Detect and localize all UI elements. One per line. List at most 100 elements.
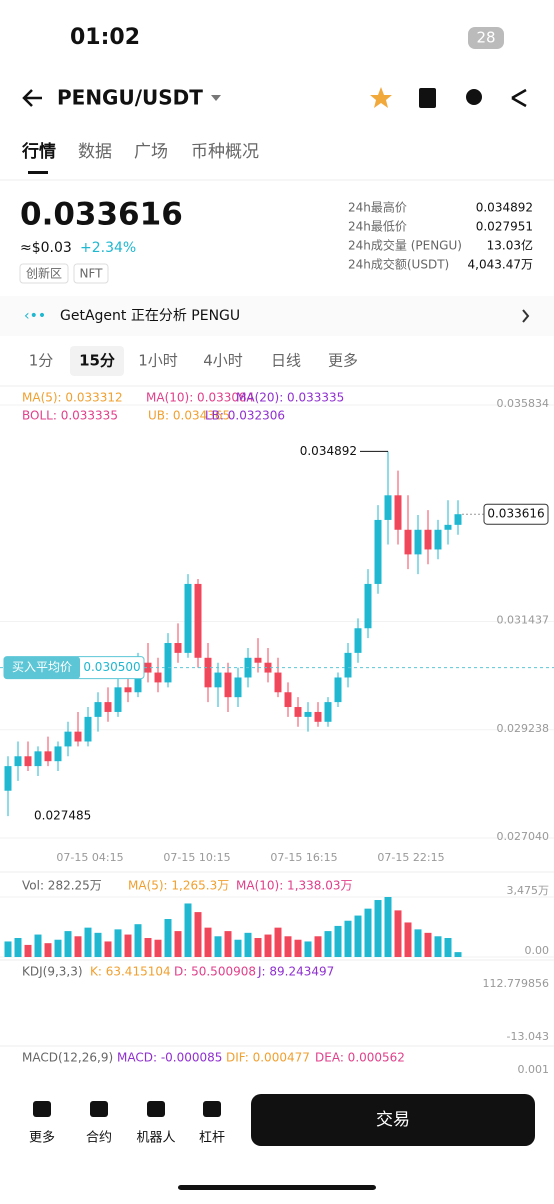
volume-bar xyxy=(34,934,42,957)
candle-body xyxy=(394,495,402,530)
volume-bar xyxy=(184,903,192,957)
price-chart: 0.035834 0.031437 0.029238 0.027040 07-15 04… xyxy=(0,397,554,864)
nav-icon[interactable] xyxy=(203,1101,221,1117)
tab[interactable]: 广场 xyxy=(134,142,168,162)
volume-bar xyxy=(284,936,292,957)
tag[interactable]: NFT xyxy=(80,267,104,281)
y-tick-label: 0.00 xyxy=(525,944,550,957)
legend-item: MA(5): 0.033312 xyxy=(22,391,123,405)
candle-body xyxy=(164,643,172,683)
nav-icon[interactable] xyxy=(90,1101,108,1117)
nav-icon[interactable] xyxy=(33,1101,51,1117)
stat-value: 4,043.47万 xyxy=(468,258,533,272)
nav-label[interactable]: 机器人 xyxy=(136,1131,175,1146)
candle-body xyxy=(304,711,312,717)
volume-legend: MA(5): 1,265.3万 xyxy=(128,879,229,893)
stat-value: 0.034892 xyxy=(476,201,533,215)
share-icon[interactable] xyxy=(511,88,527,108)
volume-bar xyxy=(144,938,152,957)
volume-bar xyxy=(434,936,442,957)
book-icon[interactable] xyxy=(419,88,436,108)
y-tick-label: 0.031437 xyxy=(497,614,550,627)
interval[interactable]: 1小时 xyxy=(138,352,178,370)
candle-body xyxy=(104,702,112,712)
nav-label[interactable]: 更多 xyxy=(29,1130,55,1146)
volume-bar xyxy=(214,936,222,957)
tag[interactable]: 创新区 xyxy=(26,266,62,281)
interval[interactable]: 日线 xyxy=(271,352,301,370)
kdj-legend: KDJ(9,3,3) xyxy=(22,965,83,979)
kdj-legend: J: 89.243497 xyxy=(257,965,334,979)
legend-item: UB: 0.034365 xyxy=(148,409,230,423)
stats: 24h最高价 0.034892 24h最低价 0.027951 24h成交量 (PENG… xyxy=(348,200,533,272)
volume-bar xyxy=(454,952,462,957)
legend-item: LB: 0.032306 xyxy=(205,409,285,423)
interval[interactable]: 1分 xyxy=(29,352,54,370)
volume-bar xyxy=(224,931,232,957)
volume-bar xyxy=(404,922,412,957)
candle-body xyxy=(54,746,62,762)
candle-body xyxy=(314,711,322,722)
volume-bar xyxy=(314,936,322,957)
interval[interactable]: 15分 xyxy=(79,352,115,370)
volume-bar xyxy=(64,931,72,957)
tabs: 行情 数据 广场 币种概况 xyxy=(21,141,259,162)
nav-label[interactable]: 合约 xyxy=(86,1131,112,1146)
candle-body xyxy=(94,702,102,717)
candle-body xyxy=(234,677,242,698)
volume-bar xyxy=(134,924,142,957)
favorite[interactable] xyxy=(370,87,392,108)
stat-label: 24h最低价 xyxy=(348,220,407,234)
candle-body xyxy=(214,672,222,688)
volume-bar xyxy=(264,934,272,957)
last-price-label: 0.033616 xyxy=(487,507,544,521)
tab[interactable]: 数据 xyxy=(78,142,112,162)
candle-body xyxy=(264,662,272,673)
dropdown[interactable] xyxy=(211,95,221,101)
candle-body xyxy=(274,672,282,693)
last-price: 0.033616 xyxy=(20,197,183,233)
y-tick-label: 3,475万 xyxy=(507,884,550,897)
volume-bar xyxy=(324,931,332,957)
y-tick-label: 0.029238 xyxy=(497,722,550,735)
nav-icon[interactable] xyxy=(147,1101,165,1117)
pair[interactable]: PENGU/USDT xyxy=(57,86,203,110)
candle-body xyxy=(154,672,162,683)
interval[interactable]: 4小时 xyxy=(203,352,243,370)
agent-icon: ‹•• xyxy=(24,308,46,324)
time: 01:02 xyxy=(70,25,140,50)
tab[interactable]: 币种概况 xyxy=(191,142,259,162)
volume-bar xyxy=(94,932,102,957)
candle-body xyxy=(354,628,362,653)
tag-box xyxy=(73,263,109,284)
volume-bar xyxy=(124,934,132,957)
tab[interactable]: 行情 xyxy=(21,141,56,162)
candle-body xyxy=(144,662,152,673)
agent-bar[interactable] xyxy=(0,296,554,336)
avg-price-tag xyxy=(4,656,80,679)
x-tick-label: 07-15 10:15 xyxy=(163,851,230,864)
volume-bar xyxy=(254,938,262,957)
trade-label[interactable]: 交易 xyxy=(376,1110,410,1130)
kdj-legend: K: 63.415104 xyxy=(90,965,171,979)
volume-legend: MA(10): 1,338.03万 xyxy=(236,879,353,893)
candle-body xyxy=(424,529,432,550)
agent-text[interactable]: GetAgent 正在分析 PENGU xyxy=(60,308,240,324)
volume-bar xyxy=(44,943,52,957)
volume-bar xyxy=(164,919,172,957)
trade-button[interactable] xyxy=(251,1094,535,1146)
candle-body xyxy=(4,766,12,791)
back[interactable] xyxy=(22,89,42,107)
volume-chart: Vol: 282.25万 MA(5): 1,265.3万 MA(10): 1,338… xyxy=(0,871,554,958)
nav-label[interactable]: 杠杆 xyxy=(199,1130,225,1146)
interval[interactable]: 更多 xyxy=(328,352,358,370)
macd-axis: 0.001 xyxy=(518,1063,550,1076)
candle-body xyxy=(224,672,232,698)
alert-icon[interactable] xyxy=(466,89,482,105)
candle-body xyxy=(324,702,332,722)
tab-underline xyxy=(28,171,48,174)
candle-body xyxy=(44,751,52,762)
volume-bar xyxy=(24,944,32,957)
interval-active xyxy=(70,346,124,376)
